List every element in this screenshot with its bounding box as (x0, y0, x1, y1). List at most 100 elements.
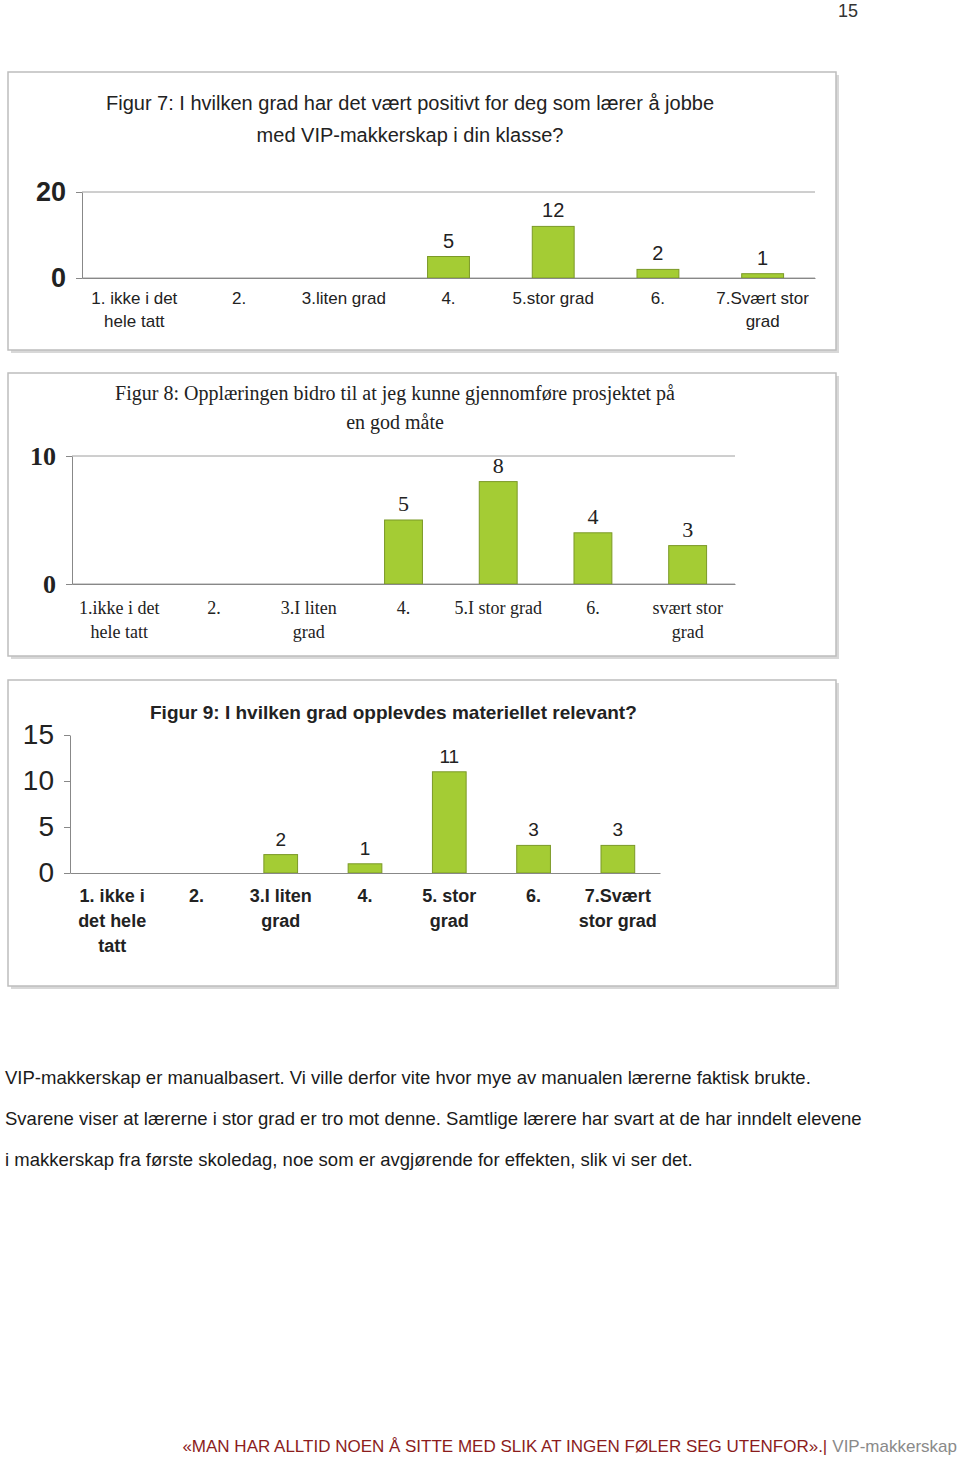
data-label: 4 (587, 504, 598, 529)
x-tick: 7.Svært storgrad (716, 289, 809, 331)
text-line: 3.liten grad (302, 289, 386, 308)
y-tick: 0 (38, 857, 70, 888)
text-line: grad (746, 312, 780, 331)
x-tick-label: 4. (397, 598, 411, 618)
x-tick: 1.ikke i det hele tatt (79, 598, 159, 642)
x-tick-label: 4. (357, 886, 372, 906)
text-line: hele tatt (104, 312, 165, 331)
y-tick: 15 (23, 719, 70, 750)
text-line: 1.ikke i det (79, 598, 159, 618)
y-tick-label: 0 (38, 857, 54, 888)
text-line: grad (672, 622, 704, 642)
x-axis-line (83, 278, 816, 279)
text-line: 5.I stor grad (454, 598, 541, 618)
y-tick-label: 10 (30, 442, 56, 471)
text-line: 6. (526, 886, 541, 906)
y-tick-label: 5 (38, 811, 54, 842)
text-line: Figur 9: I hvilken grad opplevdes materi… (150, 702, 637, 723)
y-tick-label: 20 (36, 177, 66, 207)
x-tick: 2. (207, 598, 221, 618)
y-tick-mark (64, 827, 70, 828)
x-tick: 4. (441, 289, 455, 308)
x-axis: 1. ikke i dethele tatt 2. 3.liten grad 4. 5.… (83, 279, 816, 332)
text-line: 4. (357, 886, 372, 906)
chart-frame (8, 373, 836, 656)
chart-frame (8, 680, 836, 986)
text-line: 2. (207, 598, 221, 618)
text-line: grad (430, 911, 469, 931)
page-number: 15 (838, 1, 858, 21)
x-tick-label: 2. (232, 289, 246, 308)
text-line: 2. (232, 289, 246, 308)
y-tick-mark (64, 735, 70, 736)
text-line: 6. (586, 598, 600, 618)
bar (348, 864, 382, 873)
x-tick: 4. (397, 598, 411, 618)
bar (669, 546, 707, 584)
y-tick-mark (76, 278, 82, 279)
text-line: 4. (397, 598, 411, 618)
x-tick: 5. stor grad (422, 886, 476, 931)
bar (432, 772, 466, 873)
y-tick-label: 10 (23, 765, 54, 796)
data-label: 5 (443, 230, 454, 252)
grid-line (82, 192, 815, 193)
x-tick-label: 6. (526, 886, 541, 906)
chart-title: Figur 8: Opplæringen bidro til at jeg ku… (115, 382, 675, 434)
text-line: 5. stor (422, 886, 476, 906)
text-line: med VIP-makkerskap i din klasse? (257, 124, 564, 146)
text-line: hele tatt (91, 622, 148, 642)
text-line: Svarene viser at lærerne i stor grad er … (5, 1108, 862, 1129)
data-labels: 211133 (275, 746, 623, 859)
x-tick-label: 5.stor grad (513, 289, 594, 308)
data-label: 5 (398, 491, 409, 516)
x-tick-label: 1. ikke i dethele tatt (91, 289, 177, 331)
footer: «MAN HAR ALLTID NOEN Å SITTE MED SLIK AT… (182, 1437, 957, 1456)
y-tick-mark (64, 781, 70, 782)
x-tick: 5.I stor grad (454, 598, 541, 618)
data-labels: 5843 (398, 453, 693, 542)
footer-label: VIP-makkerskap (832, 1437, 957, 1456)
text-line: i makkerskap fra første skoledag, noe so… (5, 1149, 693, 1170)
x-tick: svært storgrad (652, 598, 723, 642)
y-axis: 010 (30, 442, 73, 599)
y-tick: 10 (23, 765, 70, 796)
data-label: 3 (613, 819, 624, 840)
grid (72, 456, 735, 584)
x-tick: 3.I liten grad (281, 598, 337, 642)
x-tick: 5.stor grad (513, 289, 594, 308)
y-tick: 0 (51, 263, 82, 293)
chart: 51221 1. ikke i dethele tatt 2. 3.liten gra… (8, 72, 839, 353)
x-tick-label: 5.I stor grad (454, 598, 541, 618)
footer-quote: «MAN HAR ALLTID NOEN Å SITTE MED SLIK AT… (182, 1437, 827, 1456)
body-paragraph: VIP-makkerskap er manualbasert. Vi ville… (5, 1067, 862, 1170)
chart-frame (8, 72, 836, 350)
text-line: 4. (441, 289, 455, 308)
text-line: 3.I liten (281, 598, 337, 618)
x-tick-label: 3.I liten grad (281, 598, 337, 642)
text-line: grad (293, 622, 325, 642)
text-line: Figur 7: I hvilken grad har det vært pos… (106, 92, 714, 114)
x-tick: 1. ikke i dethele tatt (91, 289, 177, 331)
text-line: VIP-makkerskap er manualbasert. Vi ville… (5, 1067, 811, 1088)
x-tick-label: 3.I litengrad (250, 886, 312, 931)
x-tick: 1. ikke idet heletatt (78, 886, 146, 956)
text-line: grad (261, 911, 300, 931)
text-line: tatt (98, 936, 126, 956)
y-tick: 5 (38, 811, 70, 842)
x-tick: 6. (526, 886, 541, 906)
text-line: 2. (189, 886, 204, 906)
bar (517, 845, 551, 873)
y-tick-mark (64, 873, 70, 874)
grid-line (72, 456, 735, 457)
x-tick-label: 1.ikke i det hele tatt (79, 598, 159, 642)
x-axis: 1.ikke i det hele tatt 2. 3.I liten grad 4. 5.… (73, 585, 736, 642)
x-axis: 1. ikke idet heletatt2.3.I litengrad4.5.… (71, 874, 661, 956)
x-axis-line (71, 873, 661, 874)
page: 15 51221 1. ikke i dethele tatt 2. 3.liten g… (0, 0, 960, 1460)
text-line: en god måte (346, 411, 444, 434)
data-label: 3 (682, 517, 693, 542)
text-line: det hele (78, 911, 146, 931)
data-labels: 51221 (443, 199, 768, 268)
data-label: 11 (439, 746, 459, 767)
